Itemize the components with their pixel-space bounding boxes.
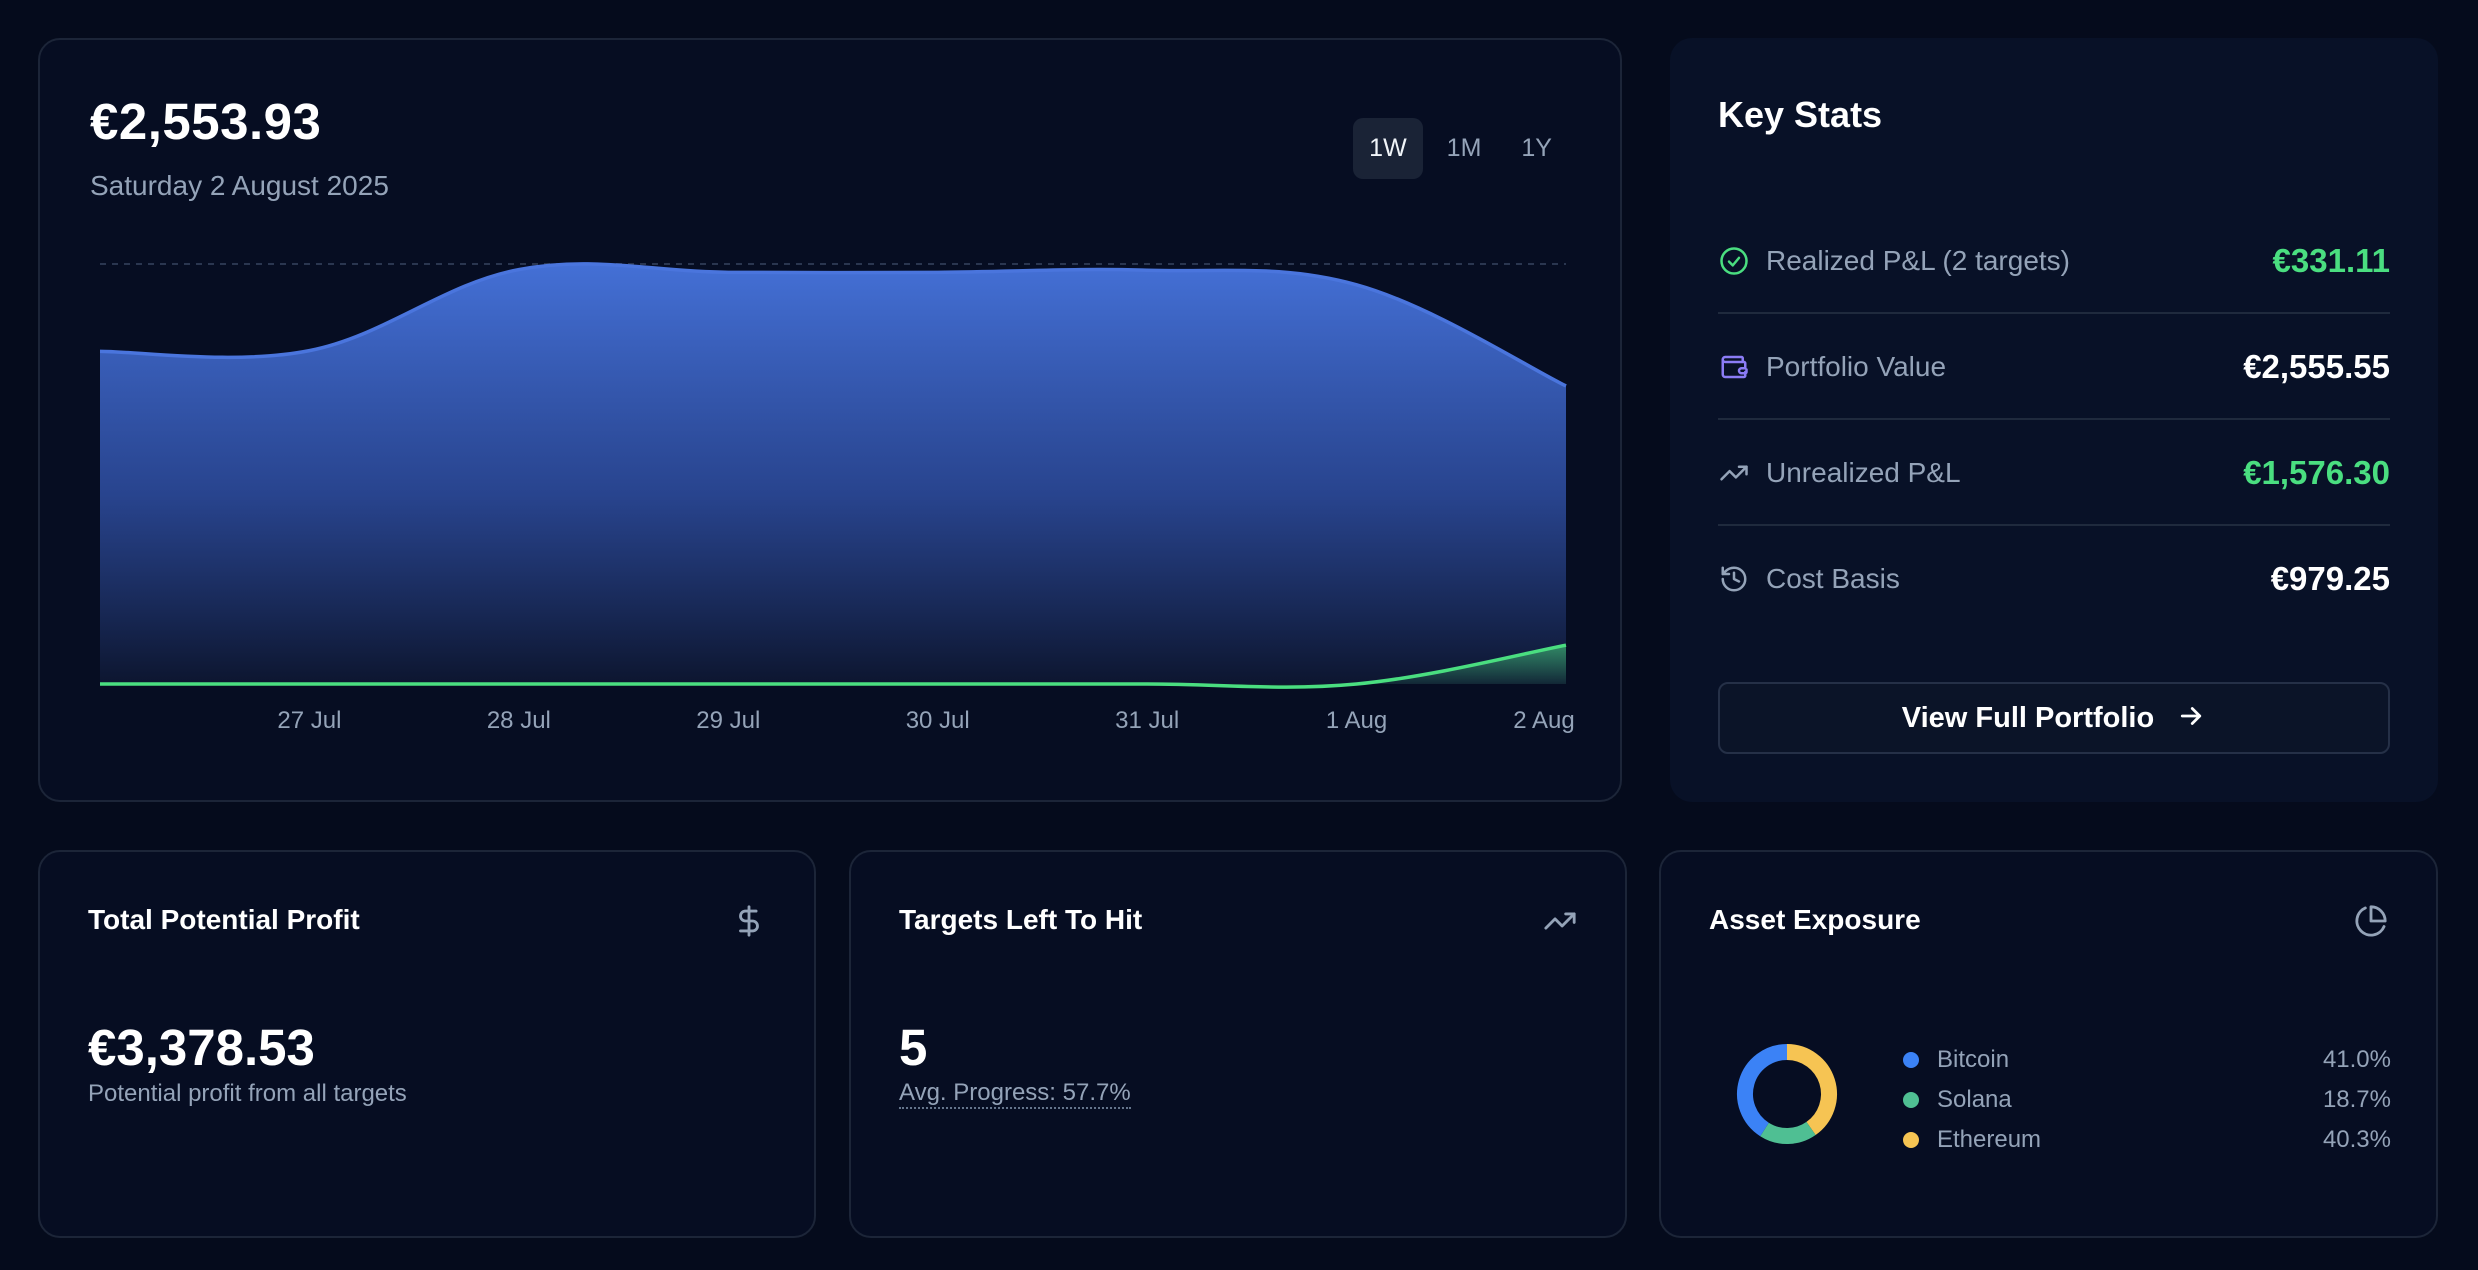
divider [1718, 312, 2390, 314]
legend-name: Solana [1937, 1086, 2012, 1113]
stat-row-portfolio-value: Portfolio Value €2,555.55 [1718, 314, 2390, 420]
stat-label: Realized P&L (2 targets) [1766, 245, 2070, 276]
stat-row-realized-pnl: Realized P&L (2 targets) €331.11 [1718, 208, 2390, 314]
card-title: Asset Exposure [1709, 904, 1921, 935]
asset-exposure-card: Asset Exposure Bitcoin 41.0% Solana 18.7… [1659, 850, 2438, 1238]
legend-name: Bitcoin [1937, 1046, 2010, 1073]
asset-exposure-donut[interactable] [1733, 1040, 1841, 1148]
donut-slice-solana[interactable] [1760, 1121, 1816, 1144]
card-title: Targets Left To Hit [899, 904, 1143, 935]
wallet-icon [1718, 351, 1750, 383]
trending-up-icon [1543, 904, 1577, 938]
trending-up-icon [1718, 457, 1750, 489]
stat-row-unrealized-pnl: Unrealized P&L €1,576.30 [1718, 420, 2390, 526]
legend-item-ethereum: Ethereum 40.3% [1901, 1120, 2391, 1160]
asset-legend: Bitcoin 41.0% Solana 18.7% Ethereum 40.3… [1901, 1040, 2391, 1160]
x-tick-label: 2 Aug [1513, 707, 1574, 734]
legend-pct: 18.7% [2322, 1086, 2391, 1113]
stat-label: Portfolio Value [1766, 351, 1947, 382]
potential-profit-value: €3,378.53 [88, 1019, 315, 1076]
legend-pct: 40.3% [2322, 1126, 2391, 1153]
stat-value: €331.11 [2272, 242, 2390, 279]
divider [1718, 418, 2390, 420]
stat-value: €979.25 [2270, 560, 2390, 597]
legend-pct: 41.0% [2322, 1046, 2391, 1073]
portfolio-date: Saturday 2 August 2025 [90, 170, 389, 201]
legend-dot [1903, 1132, 1919, 1148]
card-title: Total Potential Profit [88, 904, 360, 935]
legend-item-bitcoin: Bitcoin 41.0% [1901, 1040, 2391, 1080]
targets-left-value: 5 [899, 1019, 928, 1076]
stat-label: Unrealized P&L [1766, 457, 1961, 488]
legend-item-solana: Solana 18.7% [1901, 1080, 2391, 1120]
view-full-portfolio-label: View Full Portfolio [1901, 701, 2155, 734]
portfolio-chart-card: €2,553.93 Saturday 2 August 2025 1W 1M 1… [38, 38, 1622, 802]
total-potential-profit-card: Total Potential Profit €3,378.53 Potenti… [38, 850, 816, 1238]
stat-row-cost-basis: Cost Basis €979.25 [1718, 526, 2390, 632]
check-circle-icon [1718, 245, 1750, 277]
x-tick-label: 27 Jul [277, 707, 341, 734]
series-0-area [100, 263, 1566, 684]
range-tab-1w[interactable]: 1W [1353, 118, 1423, 179]
x-tick-label: 28 Jul [487, 707, 551, 734]
stat-value: €1,576.30 [2243, 454, 2390, 491]
avg-progress-label[interactable]: Avg. Progress: 57.7% [899, 1080, 1131, 1109]
legend-name: Ethereum [1937, 1126, 2042, 1153]
divider [1718, 524, 2390, 526]
targets-left-card: Targets Left To Hit 5 Avg. Progress: 57.… [849, 850, 1627, 1238]
series-1-area [100, 645, 1566, 688]
key-stats-title: Key Stats [1718, 94, 1883, 135]
pie-chart-icon [2354, 904, 2388, 938]
donut-slice-bitcoin[interactable] [1737, 1044, 1788, 1137]
x-tick-label: 1 Aug [1326, 707, 1387, 734]
x-tick-label: 30 Jul [906, 707, 970, 734]
potential-profit-subtitle: Potential profit from all targets [88, 1080, 407, 1107]
arrow-right-icon [2176, 701, 2206, 736]
legend-dot [1903, 1092, 1919, 1108]
key-stats-card: Key Stats Realized P&L (2 targets) €331.… [1670, 38, 2438, 802]
portfolio-value: €2,553.93 [90, 93, 322, 150]
dollar-icon [732, 904, 766, 938]
portfolio-area-chart[interactable]: 27 Jul 28 Jul 29 Jul 30 Jul 31 Jul 1 Aug 2 Aug [40, 40, 1624, 804]
range-selector: 1W 1M 1Y [1353, 118, 1568, 179]
stat-value: €2,555.55 [2243, 348, 2390, 385]
x-tick-label: 29 Jul [696, 707, 760, 734]
x-tick-label: 31 Jul [1115, 707, 1179, 734]
range-tab-1y[interactable]: 1Y [1521, 134, 1552, 162]
series-1-line [100, 643, 1567, 689]
series-0-line [99, 262, 1567, 388]
legend-dot [1903, 1052, 1919, 1068]
range-tab-1m[interactable]: 1M [1446, 134, 1482, 162]
stat-label: Cost Basis [1766, 563, 1900, 594]
history-icon [1718, 563, 1750, 595]
donut-slice-ethereum[interactable] [1786, 1044, 1837, 1135]
view-full-portfolio-button[interactable]: View Full Portfolio [1718, 682, 2390, 754]
